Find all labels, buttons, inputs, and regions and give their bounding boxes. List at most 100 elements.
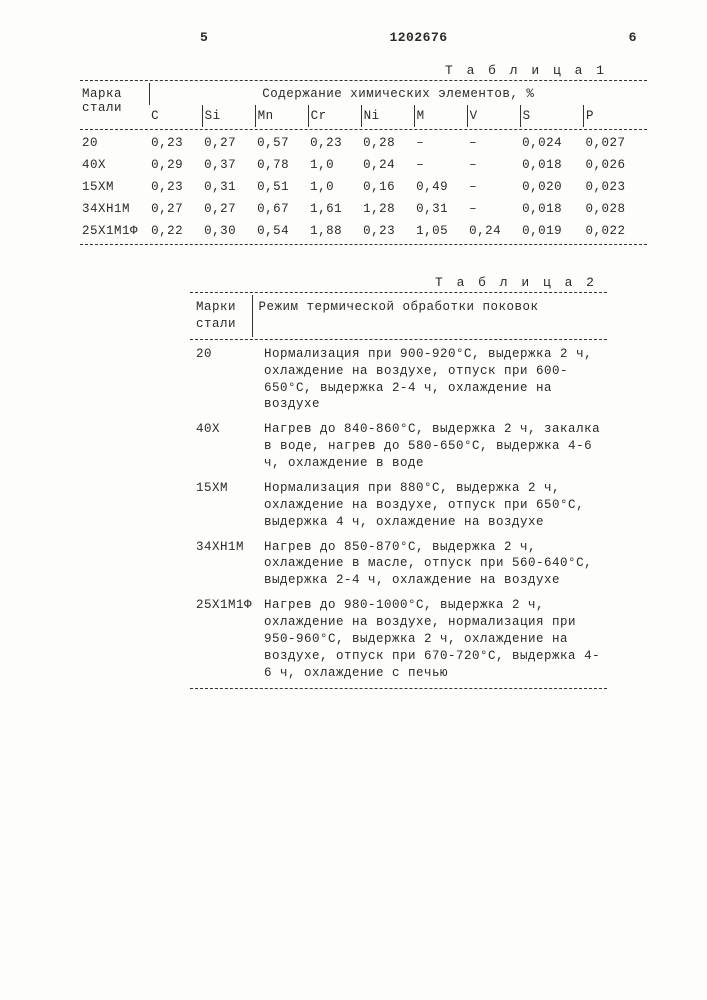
table-row: 34ХН1МНагрев до 850-870°С, выдержка 2 ч,… — [190, 535, 607, 594]
table-row: 15ХМ0,230,310,511,00,160,49–0,0200,023 — [80, 176, 647, 198]
cell-m: 25Х1М1Ф — [80, 220, 149, 242]
cell-p: 0,022 — [584, 220, 647, 242]
table2-wrap: Т а б л и ц а 2 Марки стали Режим термич… — [190, 275, 607, 689]
cell-c: 0,23 — [149, 176, 202, 198]
cell-s: 0,018 — [520, 154, 583, 176]
cell-marka: 25Х1М1Ф — [190, 593, 258, 685]
col-marka: Марка стали — [80, 83, 149, 127]
col-regime: Режим термической обработки поковок — [252, 295, 607, 337]
cell-mo: 0,31 — [414, 198, 467, 220]
cell-regime: Нагрев до 980-1000°С, выдержка 2 ч, охла… — [258, 593, 607, 685]
cell-si: 0,37 — [202, 154, 255, 176]
cell-m: 40Х — [80, 154, 149, 176]
cell-marka: 20 — [190, 342, 258, 418]
col-v: V — [467, 105, 520, 127]
cell-m: 20 — [80, 132, 149, 154]
cell-si: 0,27 — [202, 132, 255, 154]
divider — [190, 688, 607, 689]
col-p: P — [583, 105, 647, 127]
cell-v: – — [467, 198, 520, 220]
cell-v: – — [467, 132, 520, 154]
cell-c: 0,23 — [149, 132, 202, 154]
table-row: 15ХМНормализация при 880°С, выдержка 2 ч… — [190, 476, 607, 535]
col-si: Si — [202, 105, 255, 127]
col-cr: Cr — [308, 105, 361, 127]
table1-header-row: Марка стали Содержание химических элемен… — [80, 83, 647, 105]
cell-si: 0,27 — [202, 198, 255, 220]
cell-mo: – — [414, 132, 467, 154]
divider — [80, 80, 647, 81]
cell-v: – — [467, 154, 520, 176]
table1: Марка стали Содержание химических элемен… — [80, 83, 647, 127]
col-group: Содержание химических элементов, % — [149, 83, 647, 105]
table1-subheader-row: С Si Mn Cr Ni M V S P — [80, 105, 647, 127]
cell-c: 0,27 — [149, 198, 202, 220]
table2-body: 20Нормализация при 900-920°С, выдержка 2… — [190, 342, 607, 686]
col-ni: Ni — [361, 105, 414, 127]
col-c: С — [149, 105, 202, 127]
cell-cr: 1,61 — [308, 198, 361, 220]
cell-p: 0,026 — [584, 154, 647, 176]
table1-body: 200,230,270,570,230,28––0,0240,02740Х0,2… — [80, 132, 647, 242]
cell-mn: 0,78 — [255, 154, 308, 176]
col-marka: Марки стали — [190, 295, 252, 337]
col-mn: Mn — [255, 105, 308, 127]
cell-ni: 0,28 — [361, 132, 414, 154]
divider — [80, 129, 647, 130]
cell-m: 34ХН1М — [80, 198, 149, 220]
cell-marka: 40Х — [190, 417, 258, 476]
cell-si: 0,30 — [202, 220, 255, 242]
cell-m: 15ХМ — [80, 176, 149, 198]
table-row: 40ХНагрев до 840-860°С, выдержка 2 ч, за… — [190, 417, 607, 476]
table-row: 25Х1М1ФНагрев до 980-1000°С, выдержка 2 … — [190, 593, 607, 685]
cell-marka: 34ХН1М — [190, 535, 258, 594]
cell-mo: – — [414, 154, 467, 176]
cell-regime: Нормализация при 900-920°С, выдержка 2 ч… — [258, 342, 607, 418]
table-row: 40Х0,290,370,781,00,24––0,0180,026 — [80, 154, 647, 176]
cell-v: 0,24 — [467, 220, 520, 242]
table2-header: Марки стали Режим термической обработки … — [190, 295, 607, 337]
cell-ni: 0,24 — [361, 154, 414, 176]
cell-p: 0,027 — [584, 132, 647, 154]
cell-cr: 1,88 — [308, 220, 361, 242]
cell-cr: 1,0 — [308, 154, 361, 176]
cell-v: – — [467, 176, 520, 198]
cell-s: 0,020 — [520, 176, 583, 198]
cell-marka: 15ХМ — [190, 476, 258, 535]
table1-caption: Т а б л и ц а 1 — [80, 63, 607, 78]
cell-c: 0,29 — [149, 154, 202, 176]
page-num-left: 5 — [200, 30, 208, 45]
cell-mo: 1,05 — [414, 220, 467, 242]
cell-mn: 0,57 — [255, 132, 308, 154]
cell-si: 0,31 — [202, 176, 255, 198]
table-row: 25Х1М1Ф0,220,300,541,880,231,050,240,019… — [80, 220, 647, 242]
cell-regime: Нагрев до 850-870°С, выдержка 2 ч, охлаж… — [258, 535, 607, 594]
cell-s: 0,024 — [520, 132, 583, 154]
cell-mo: 0,49 — [414, 176, 467, 198]
page-num-right: 6 — [629, 30, 637, 45]
col-mo: M — [414, 105, 467, 127]
cell-cr: 0,23 — [308, 132, 361, 154]
cell-s: 0,018 — [520, 198, 583, 220]
table2-header-row: Марки стали Режим термической обработки … — [190, 295, 607, 337]
divider — [190, 339, 607, 340]
cell-mn: 0,67 — [255, 198, 308, 220]
divider — [190, 292, 607, 293]
cell-s: 0,019 — [520, 220, 583, 242]
table-row: 34ХН1М0,270,270,671,611,280,31–0,0180,02… — [80, 198, 647, 220]
table-row: 200,230,270,570,230,28––0,0240,027 — [80, 132, 647, 154]
page-header-numbers: 5 1202676 6 — [80, 30, 647, 45]
cell-ni: 1,28 — [361, 198, 414, 220]
cell-mn: 0,51 — [255, 176, 308, 198]
cell-c: 0,22 — [149, 220, 202, 242]
cell-p: 0,028 — [584, 198, 647, 220]
document-number: 1202676 — [389, 30, 447, 45]
cell-p: 0,023 — [584, 176, 647, 198]
cell-mn: 0,54 — [255, 220, 308, 242]
table2-caption: Т а б л и ц а 2 — [190, 275, 597, 290]
page: 5 1202676 6 Т а б л и ц а 1 Марка стали … — [0, 0, 707, 721]
cell-ni: 0,16 — [361, 176, 414, 198]
cell-regime: Нормализация при 880°С, выдержка 2 ч, ох… — [258, 476, 607, 535]
cell-regime: Нагрев до 840-860°С, выдержка 2 ч, закал… — [258, 417, 607, 476]
col-s: S — [520, 105, 583, 127]
